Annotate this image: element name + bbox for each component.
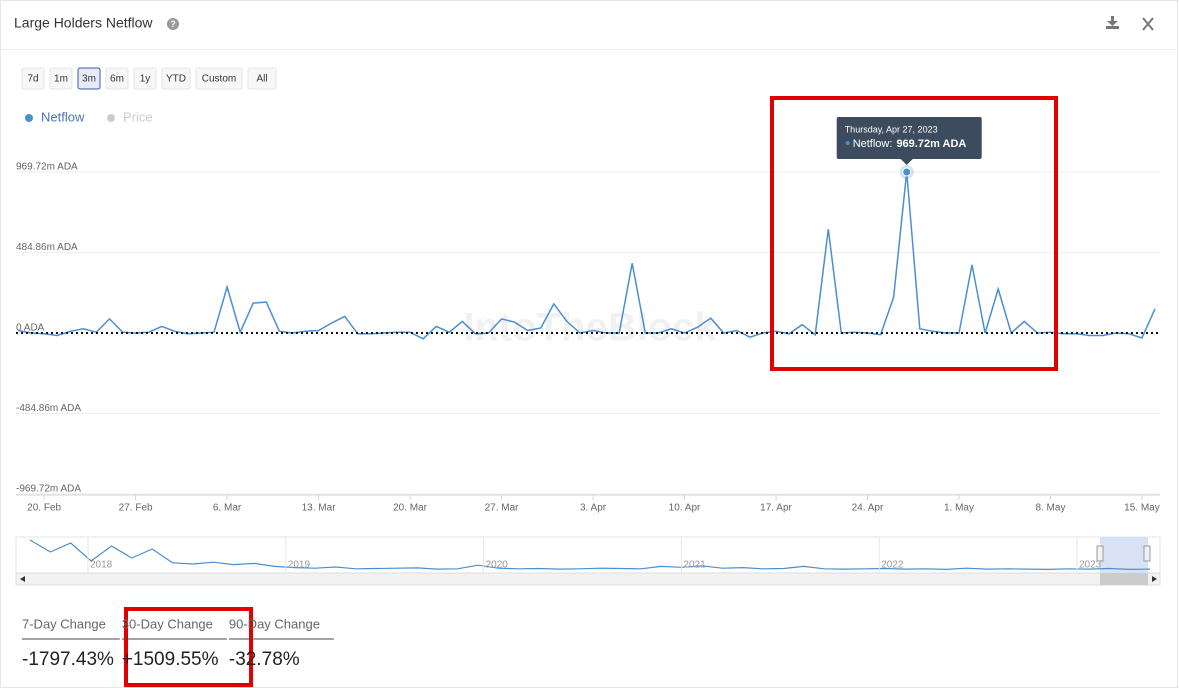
- range-button[interactable]: [21, 67, 45, 90]
- x-tick-label: 27. Mar: [485, 503, 520, 514]
- expand-icon[interactable]: [1142, 17, 1154, 31]
- navigator-label: 2019: [288, 560, 311, 571]
- download-icon[interactable]: [1106, 16, 1119, 29]
- legend-marker[interactable]: [25, 114, 33, 122]
- navigator: [15, 536, 1161, 574]
- highlight-box: [124, 607, 253, 687]
- range-button[interactable]: [105, 67, 129, 90]
- x-tick-label: 24. Apr: [852, 503, 884, 514]
- range-button-label[interactable]: YTD: [166, 74, 186, 85]
- legend-label[interactable]: Netflow: [41, 109, 85, 124]
- tooltip-name: Netflow:: [853, 138, 893, 150]
- navigator-line: [29, 539, 1151, 571]
- x-tick-label: 20. Feb: [27, 503, 61, 514]
- scrollbar-thumb[interactable]: [1100, 573, 1148, 585]
- stat-value: -1797.43%: [22, 649, 114, 670]
- x-tick-label: 3. Apr: [580, 503, 607, 514]
- y-tick-label: 484.86m ADA: [16, 242, 78, 253]
- svg-text:?: ?: [170, 19, 176, 29]
- navigator-label: 2023: [1079, 560, 1102, 571]
- watermark: IntoTheBlock: [463, 306, 717, 350]
- range-button[interactable]: [49, 67, 73, 90]
- tooltip-date: Thursday, Apr 27, 2023: [845, 124, 938, 134]
- y-tick-label: -484.86m ADA: [16, 403, 81, 414]
- range-button-label[interactable]: 1y: [140, 74, 151, 85]
- tooltip-value: 969.72m ADA: [896, 138, 966, 150]
- range-button[interactable]: [247, 67, 277, 90]
- plot-area: IntoTheBlock 969.72m ADA 484.86m ADA 0 ADA -…: [16, 117, 1160, 514]
- range-button-label[interactable]: 7d: [27, 74, 38, 85]
- range-button-label[interactable]: 3m: [82, 74, 96, 85]
- range-button[interactable]: [195, 67, 243, 90]
- x-tick-label: 1. May: [944, 503, 974, 514]
- tooltip-pointer: [900, 159, 913, 165]
- x-tick-label: 8. May: [1035, 503, 1065, 514]
- x-tick-label: 15. May: [1124, 503, 1160, 514]
- navigator-handle[interactable]: [1143, 545, 1151, 562]
- range-button-label[interactable]: Custom: [202, 74, 236, 85]
- x-tick-label: 10. Apr: [669, 503, 701, 514]
- range-button-label[interactable]: All: [256, 74, 267, 85]
- navigator-handle[interactable]: [1096, 545, 1104, 562]
- tooltip-box: [836, 117, 982, 159]
- x-tick-label: 17. Apr: [760, 503, 792, 514]
- stat-value: +1509.55%: [122, 649, 219, 670]
- stat-label: 7-Day Change: [22, 616, 106, 631]
- tooltip: Thursday, Apr 27, 2023 Netflow: 969.72m AD…: [836, 117, 982, 165]
- navigator-label: 2018: [90, 560, 113, 571]
- scrollbar[interactable]: [15, 572, 1161, 586]
- navigator-label: 2022: [881, 560, 904, 571]
- y-tick-label: 0 ADA: [16, 323, 45, 334]
- highlight-point[interactable]: [902, 167, 912, 177]
- stat-label: 90-Day Change: [229, 616, 320, 631]
- stat-value: -32.78%: [229, 649, 300, 670]
- range-button-label[interactable]: 1m: [54, 74, 68, 85]
- range-button[interactable]: [161, 67, 191, 90]
- x-tick-label: 20. Mar: [393, 503, 428, 514]
- y-tick-label: -969.72m ADA: [16, 484, 81, 495]
- legend-marker[interactable]: [107, 114, 115, 122]
- help-icon[interactable]: ?: [167, 18, 179, 30]
- legend-label[interactable]: Price: [123, 109, 153, 124]
- stat-label: 30-Day Change: [122, 616, 213, 631]
- navigator-label: 2020: [486, 560, 509, 571]
- y-tick-label: 969.72m ADA: [16, 162, 78, 173]
- navigator-label: 2021: [683, 560, 706, 571]
- range-button[interactable]: [77, 67, 101, 90]
- tooltip-marker: [845, 141, 850, 145]
- x-tick-label: 13. Mar: [302, 503, 337, 514]
- navigator-selection[interactable]: [1100, 537, 1148, 573]
- x-tick-label: 6. Mar: [213, 503, 242, 514]
- range-button[interactable]: [133, 67, 157, 90]
- range-button-label[interactable]: 6m: [110, 74, 124, 85]
- highlight-box: [770, 96, 1058, 371]
- x-tick-label: 27. Feb: [119, 503, 153, 514]
- widget-title: Large Holders Netflow: [14, 15, 153, 31]
